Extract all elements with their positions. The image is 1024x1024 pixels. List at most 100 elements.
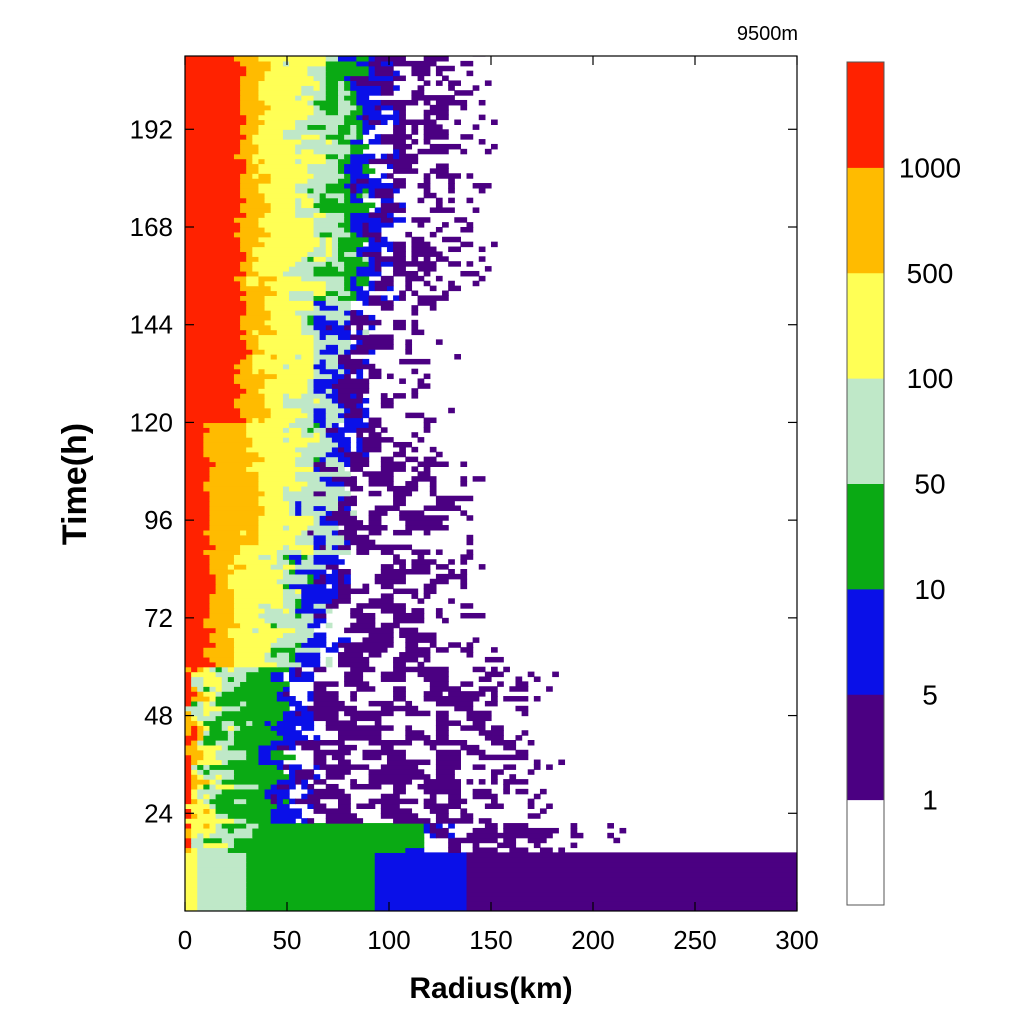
contour-cell (331, 236, 339, 243)
contour-cell (282, 710, 296, 717)
contour-cell (252, 417, 260, 424)
contour-cell (276, 661, 302, 668)
contour-cell (417, 295, 449, 301)
contour-cell (515, 749, 529, 756)
contour-cell (197, 788, 223, 795)
contour-cell (368, 227, 382, 233)
contour-cell (295, 603, 302, 609)
contour-cell (325, 134, 345, 140)
contour-cell (338, 593, 351, 599)
contour-cell (368, 368, 382, 375)
contour-cell (233, 730, 278, 736)
contour-cell (240, 285, 272, 292)
contour-cell (295, 446, 333, 453)
contour-cell (289, 427, 302, 433)
contour-cell (258, 603, 272, 609)
contour-cell (301, 671, 315, 678)
contour-cell (246, 881, 376, 888)
contour-cell (295, 510, 302, 516)
contour-cell (185, 661, 217, 668)
contour-cell (221, 691, 278, 697)
contour-cell (423, 588, 437, 595)
contour-cell (393, 217, 406, 223)
contour-cell (313, 632, 327, 638)
contour-cell (472, 280, 480, 287)
contour-cell (466, 867, 797, 873)
contour-cell (331, 754, 345, 761)
contour-cell (374, 886, 468, 893)
contour-cell (191, 666, 198, 673)
contour-cell (185, 192, 241, 199)
contour-cell (209, 632, 229, 638)
contour-cell (295, 539, 315, 546)
contour-cell (185, 627, 217, 634)
contour-cell (472, 183, 492, 189)
contour-cell (185, 891, 198, 897)
contour-cell (411, 90, 425, 96)
contour-cell (325, 261, 333, 267)
contour-cell (368, 187, 376, 194)
contour-cell (270, 652, 278, 658)
contour-cell (270, 310, 296, 316)
contour-cell (270, 173, 315, 179)
contour-cell (325, 412, 339, 419)
contour-cell (258, 744, 278, 751)
contour-cell (350, 285, 364, 292)
contour-cell (405, 730, 425, 736)
contour-cell (246, 70, 266, 77)
contour-cell (338, 456, 351, 463)
contour-cell (393, 60, 437, 67)
contour-cell (313, 520, 321, 526)
contour-cell (307, 388, 315, 394)
contour-cell (429, 143, 461, 150)
contour-cell (191, 827, 217, 834)
contour-cell (246, 852, 376, 858)
contour-cell (307, 788, 315, 795)
contour-cell (350, 334, 394, 340)
contour-cell (350, 231, 357, 238)
contour-cell (466, 710, 492, 717)
contour-cell (191, 681, 204, 687)
contour-cell (435, 823, 443, 829)
contour-cell (233, 564, 247, 570)
contour-cell (270, 285, 327, 292)
contour-cell (448, 285, 461, 292)
contour-cell (233, 569, 284, 575)
contour-cell (240, 681, 290, 687)
contour-cell (295, 183, 327, 189)
contour-cell (411, 139, 419, 145)
contour-cell (185, 608, 211, 614)
contour-cell (264, 119, 296, 125)
contour-cell (209, 505, 266, 511)
contour-cell (435, 500, 455, 507)
contour-cell (191, 740, 198, 746)
contour-cell (233, 398, 266, 404)
contour-cell (252, 354, 272, 360)
contour-cell (289, 295, 315, 301)
contour-cell (338, 759, 351, 766)
contour-cell (246, 886, 376, 893)
contour-cell (276, 559, 290, 565)
contour-cell (258, 236, 321, 243)
contour-cell (209, 495, 260, 502)
contour-cell (246, 432, 302, 438)
contour-cell (215, 749, 247, 756)
contour-cell (411, 324, 419, 331)
contour-cell (307, 114, 345, 121)
contour-cell (313, 559, 345, 565)
contour-cell (435, 197, 443, 204)
contour-cell (435, 769, 455, 775)
contour-cell (429, 446, 437, 453)
contour-cell (319, 80, 327, 86)
contour-cell (570, 823, 578, 829)
contour-cell (350, 80, 357, 86)
contour-cell (466, 906, 797, 911)
contour-cell (221, 823, 247, 829)
contour-cell (258, 95, 296, 101)
contour-cell (295, 705, 308, 712)
contour-cell (264, 417, 296, 424)
contour-cell (356, 432, 364, 438)
contour-cell (301, 661, 321, 668)
